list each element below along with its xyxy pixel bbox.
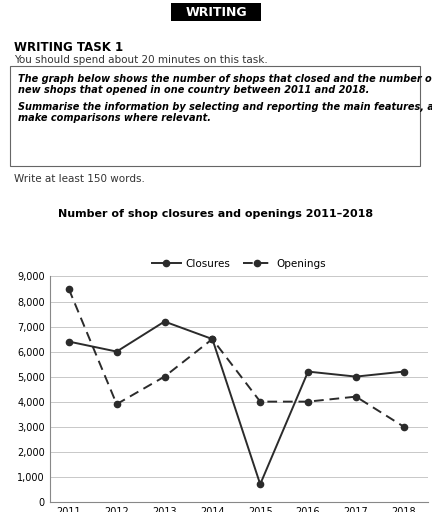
Text: WRITING: WRITING bbox=[185, 6, 247, 18]
Bar bbox=[171, 3, 261, 21]
Text: WRITING TASK 1: WRITING TASK 1 bbox=[14, 41, 123, 54]
Legend: Closures, Openings: Closures, Openings bbox=[152, 259, 326, 269]
Text: The graph below shows the number of shops that closed and the number of: The graph below shows the number of shop… bbox=[18, 74, 432, 84]
Bar bbox=[10, 66, 420, 166]
Text: Write at least 150 words.: Write at least 150 words. bbox=[14, 175, 145, 184]
Text: Summarise the information by selecting and reporting the main features, and: Summarise the information by selecting a… bbox=[18, 102, 432, 112]
Text: You should spend about 20 minutes on this task.: You should spend about 20 minutes on thi… bbox=[14, 55, 268, 65]
Text: new shops that opened in one country between 2011 and 2018.: new shops that opened in one country bet… bbox=[18, 85, 369, 95]
Text: Number of shop closures and openings 2011–2018: Number of shop closures and openings 201… bbox=[58, 209, 374, 220]
Text: make comparisons where relevant.: make comparisons where relevant. bbox=[18, 113, 211, 123]
